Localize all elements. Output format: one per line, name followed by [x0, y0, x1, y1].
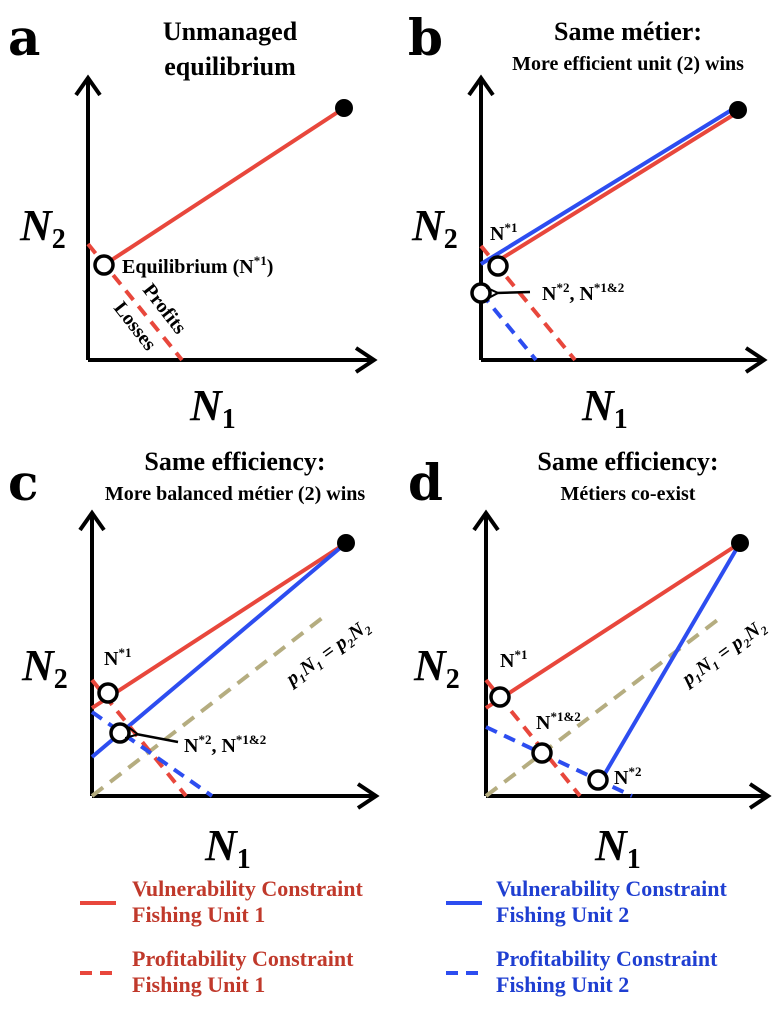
panel-d-vuln-unit1	[484, 541, 742, 710]
panel-b-n2-label: N*2, N*1&2	[542, 280, 624, 305]
panel-c-axes	[78, 509, 380, 810]
panel-b-n1-label: N*1	[490, 220, 517, 245]
legend-vuln-unit2-line2: Fishing Unit 2	[496, 902, 629, 927]
panel-d-n2-point	[587, 769, 609, 791]
panel-a-axes	[74, 74, 378, 374]
panel-d-max-point	[731, 534, 749, 552]
panel-d-y-arrow	[472, 509, 500, 532]
panel-a-x-label: N1	[189, 381, 236, 435]
legend-vuln-unit1: Vulnerability Constraint Fishing Unit 1	[80, 876, 364, 927]
panel-a-title-line1: Unmanaged	[163, 17, 298, 46]
panel-c-n2-point	[109, 722, 131, 744]
panel-d-x-label: N1	[594, 821, 641, 875]
panel-b-letter: b	[408, 8, 443, 67]
panel-a-x-arrow	[354, 346, 378, 374]
panel-b-n1-point	[487, 255, 509, 277]
legend-vuln-unit2-line1: Vulnerability Constraint	[496, 876, 728, 901]
legend-vuln-unit2: Vulnerability Constraint Fishing Unit 2	[446, 876, 728, 927]
panel-d-n12-point	[531, 742, 553, 764]
legend-vuln-unit1-line1: Vulnerability Constraint	[132, 876, 364, 901]
panel-c-x-label: N1	[204, 821, 251, 875]
panel-a-y-label: N2	[19, 201, 66, 255]
panel-d-n1-label: N*1	[500, 647, 527, 672]
panel-c-balance-line	[90, 613, 328, 798]
panel-d-n2-label: N*2	[614, 764, 641, 789]
panel-d-n12-label: N*1&2	[536, 709, 581, 734]
panel-c: c Same efficiency: More balanced métier …	[8, 447, 380, 875]
panel-a-title-line2: equilibrium	[164, 52, 296, 81]
panel-b-x-label: N1	[581, 381, 628, 435]
legend-vuln-unit1-line2: Fishing Unit 1	[132, 902, 265, 927]
panel-a-equilibrium-point	[93, 254, 115, 276]
panel-c-balance-label: p₁N₁ = p₂N₂	[280, 615, 374, 692]
panel-c-n2-label: N*2, N*1&2	[184, 732, 266, 757]
panel-d-prof-unit2	[485, 725, 633, 798]
panel-b-max-point	[729, 101, 747, 119]
panel-b-title: Same métier:	[554, 17, 702, 46]
panel-d: d Same efficiency: Métiers co-exist N2 N…	[408, 447, 772, 875]
panel-d-y-label: N2	[413, 641, 460, 695]
panel-b-subtitle: More efficient unit (2) wins	[512, 53, 744, 75]
panel-d-balance-line	[484, 613, 726, 798]
panel-d-axes	[472, 509, 772, 810]
panel-b-n2-point	[470, 282, 492, 304]
legend-prof-unit2-line2: Fishing Unit 2	[496, 972, 629, 997]
panel-d-subtitle: Métiers co-exist	[561, 483, 696, 505]
panel-d-n1-point	[489, 686, 511, 708]
panel-d-title: Same efficiency:	[537, 447, 718, 476]
panel-d-vuln-unit2	[598, 541, 742, 784]
panel-a-y-arrow	[74, 74, 102, 97]
panel-b-y-arrow	[467, 74, 495, 97]
panel-a-vuln-unit1	[102, 106, 346, 267]
legend-prof-unit2: Profitability Constraint Fishing Unit 2	[446, 946, 718, 997]
panel-c-subtitle: More balanced métier (2) wins	[105, 483, 366, 505]
panel-d-x-arrow	[748, 782, 772, 810]
panel-a-equilibrium-label: Equilibrium (N*1)	[122, 253, 273, 278]
panel-a-max-point	[335, 99, 353, 117]
legend-prof-unit1-line1: Profitability Constraint	[132, 946, 354, 971]
panel-b-axes	[467, 74, 768, 374]
panel-b-y-label: N2	[411, 201, 458, 255]
panel-b: b Same métier: More efficient unit (2) w…	[408, 8, 768, 435]
panel-a: a Unmanaged equilibrium N2 N1 Equilibriu…	[8, 8, 378, 435]
legend-prof-unit2-line1: Profitability Constraint	[496, 946, 718, 971]
panel-a-letter: a	[8, 8, 40, 67]
panel-b-pointer-arrow	[496, 292, 531, 293]
panel-c-x-arrow	[356, 782, 380, 810]
panel-b-vuln-unit1	[494, 110, 740, 264]
panel-b-vuln-unit2	[479, 104, 740, 266]
panel-c-n1-label: N*1	[104, 645, 131, 670]
panel-b-prof-unit2	[479, 291, 538, 362]
panel-c-letter: c	[8, 453, 38, 512]
panel-c-y-label: N2	[21, 641, 68, 695]
legend-prof-unit1: Profitability Constraint Fishing Unit 1	[80, 946, 354, 997]
panel-c-vuln-unit2	[90, 541, 348, 759]
panel-c-title: Same efficiency:	[144, 447, 325, 476]
panel-c-vuln-unit1	[90, 541, 348, 710]
panel-c-max-point	[337, 534, 355, 552]
legend-prof-unit1-line2: Fishing Unit 1	[132, 972, 265, 997]
panel-d-letter: d	[408, 453, 443, 512]
panel-c-pointer-arrow	[136, 734, 179, 744]
legend: Vulnerability Constraint Fishing Unit 1 …	[80, 876, 728, 997]
panel-b-x-arrow	[744, 346, 768, 374]
panel-c-n1-point	[97, 682, 119, 704]
panel-c-y-arrow	[78, 509, 106, 532]
